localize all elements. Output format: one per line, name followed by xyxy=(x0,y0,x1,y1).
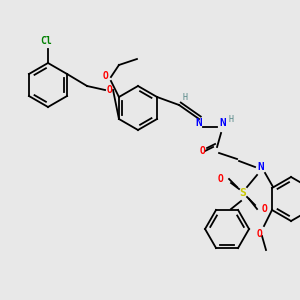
Text: N: N xyxy=(220,118,226,128)
Text: S: S xyxy=(240,188,246,198)
Text: O: O xyxy=(107,85,113,95)
Text: N: N xyxy=(258,162,264,172)
Text: O: O xyxy=(218,174,224,184)
Text: O: O xyxy=(262,204,268,214)
Text: O: O xyxy=(257,229,263,239)
Text: N: N xyxy=(196,118,202,128)
Text: H: H xyxy=(229,115,234,124)
Text: Cl: Cl xyxy=(40,36,52,46)
Text: H: H xyxy=(183,92,188,101)
Text: O: O xyxy=(200,146,206,156)
Text: O: O xyxy=(103,71,109,81)
